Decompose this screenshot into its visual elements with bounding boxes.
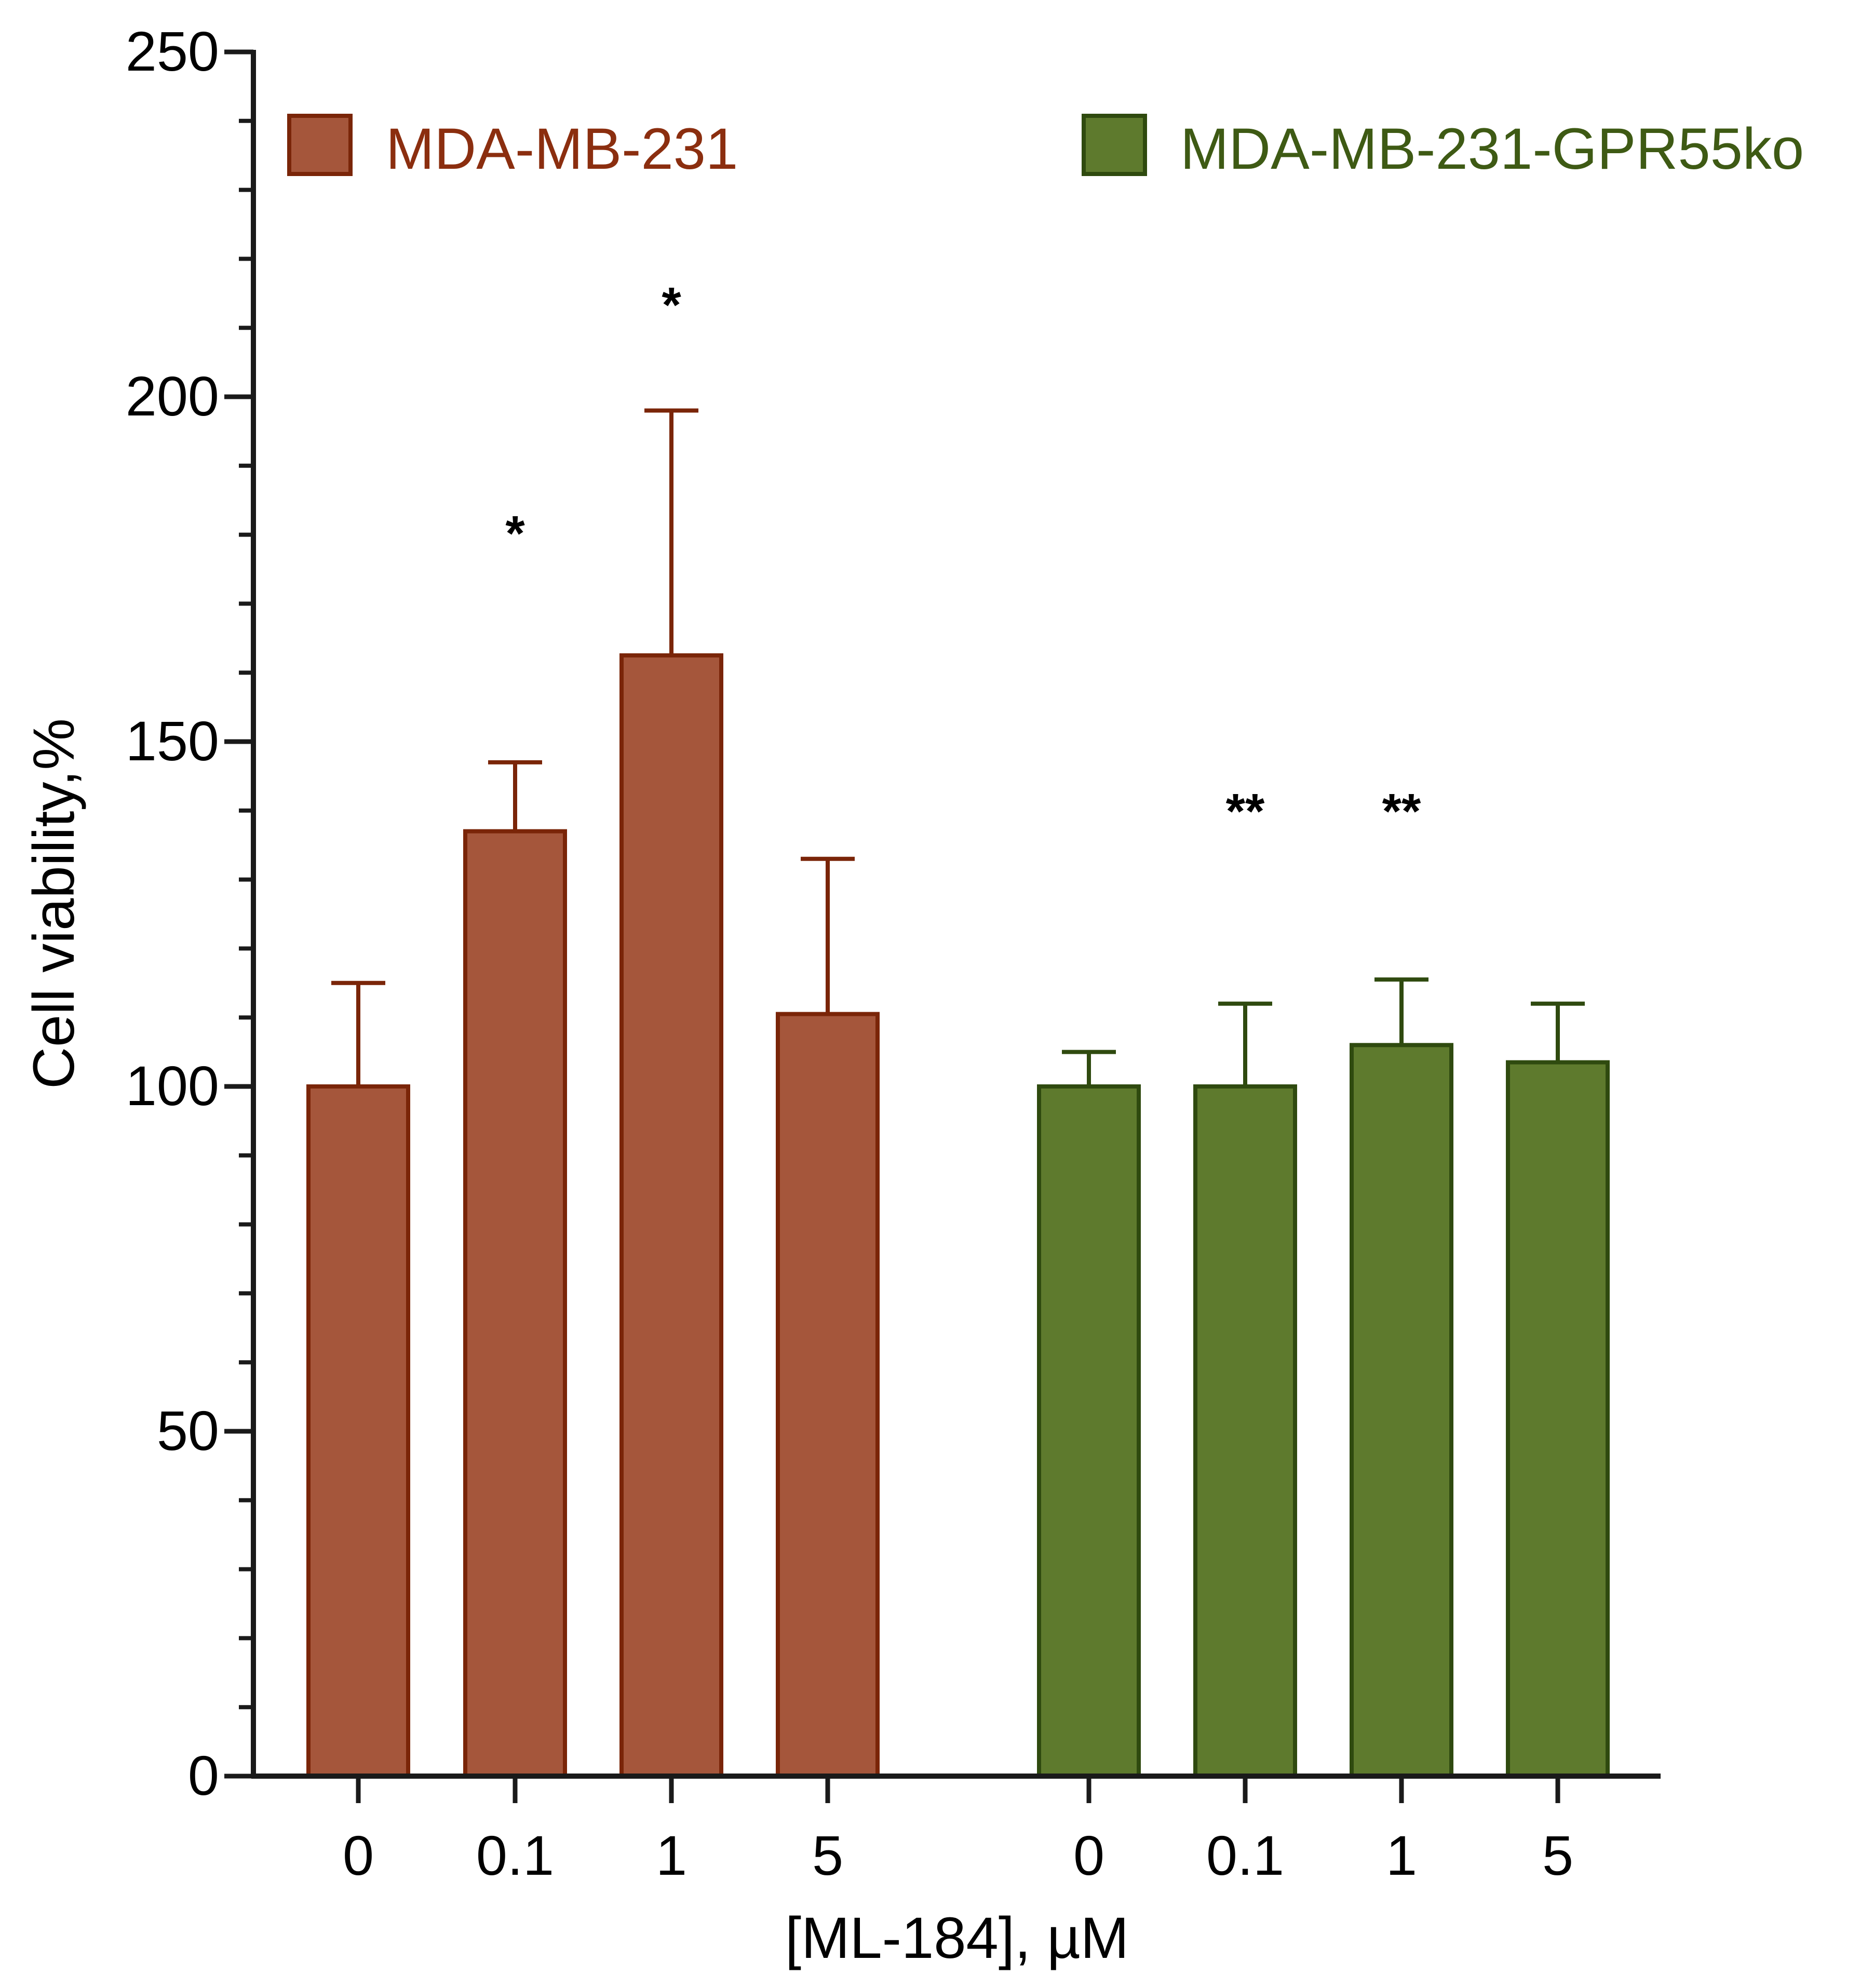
x-tick-label: 0.1 — [476, 1824, 554, 1887]
legend-layer: MDA-MB-231 MDA-MB-231-GPR55ko — [287, 114, 1804, 181]
x-tick-label: 5 — [812, 1824, 843, 1887]
x-tick-label: 0.1 — [1206, 1824, 1284, 1887]
x-tick-label: 5 — [1542, 1824, 1573, 1887]
legend-swatch-series1 — [287, 114, 353, 176]
x-tick-label: 0 — [1073, 1824, 1104, 1887]
significance-marker: * — [662, 277, 681, 333]
error-bars-layer — [331, 408, 1585, 1086]
y-tick-label: 250 — [126, 20, 219, 83]
significance-marker: * — [505, 506, 525, 561]
y-tick-label: 50 — [157, 1399, 219, 1462]
bar-series2-1 — [1193, 1084, 1297, 1778]
x-tick-label: 0 — [343, 1824, 374, 1887]
bar-series1-0 — [306, 1084, 410, 1778]
significance-marker: ** — [1382, 784, 1421, 839]
x-tick-label: 1 — [1386, 1824, 1417, 1887]
bar-series2-0 — [1037, 1084, 1141, 1778]
bar-series1-1 — [463, 829, 567, 1778]
legend-label-series1: MDA-MB-231 — [386, 116, 738, 181]
y-axis-title: Cell viability,% — [21, 718, 86, 1089]
y-tick-label: 200 — [126, 365, 219, 427]
x-tick-label: 1 — [656, 1824, 687, 1887]
y-tick-label: 100 — [126, 1054, 219, 1117]
axes-layer — [224, 49, 1661, 1803]
x-axis-title: [ML-184], µM — [785, 1905, 1129, 1970]
legend-label-series2: MDA-MB-231-GPR55ko — [1180, 116, 1804, 181]
bar-series2-3 — [1506, 1060, 1610, 1778]
legend-swatch-series2 — [1082, 114, 1147, 176]
bar-series1-3 — [776, 1012, 880, 1778]
bar-series2-2 — [1350, 1043, 1453, 1778]
y-tick-label: 150 — [126, 709, 219, 772]
significance-marker: ** — [1226, 784, 1265, 839]
bar-series1-2 — [619, 653, 723, 1778]
y-tick-label: 0 — [188, 1744, 219, 1807]
